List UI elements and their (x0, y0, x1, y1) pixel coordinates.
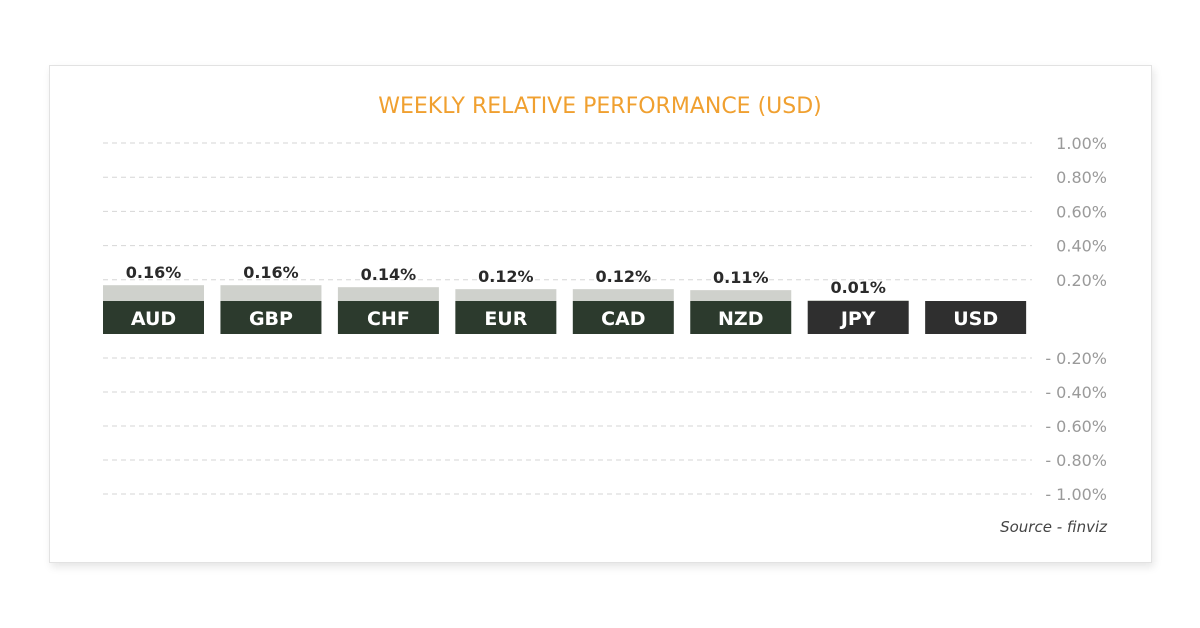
category-label-box (807, 301, 909, 334)
category-label-box (220, 301, 322, 334)
y-tick-label: - 1.00% (1045, 485, 1107, 504)
data-label: 0.14% (361, 265, 417, 284)
data-label: 0.12% (478, 267, 534, 286)
category-label-box (690, 301, 792, 334)
y-tick-label: 0.80% (1056, 168, 1107, 187)
value-bar (572, 289, 674, 301)
value-bar (690, 290, 792, 301)
y-tick-label: - 0.80% (1045, 451, 1107, 470)
data-label: 0.01% (830, 278, 886, 297)
category-label-box (455, 301, 557, 334)
chart-title: WEEKLY RELATIVE PERFORMANCE (USD) (378, 94, 822, 119)
category-label-box (337, 301, 439, 334)
y-tick-label: 0.60% (1056, 202, 1107, 221)
y-tick-label: 0.40% (1056, 237, 1107, 256)
data-label: 0.16% (243, 263, 299, 282)
category-label-box (925, 301, 1027, 334)
source-note: Source - finviz (1000, 518, 1108, 536)
data-label: 0.16% (126, 263, 182, 282)
category-label: JPY (839, 308, 876, 330)
y-tick-label: - 0.60% (1045, 417, 1107, 436)
y-tick-label: - 0.20% (1045, 349, 1107, 368)
value-bar (337, 287, 439, 301)
category-label: CHF (367, 308, 410, 330)
category-label-box (103, 301, 204, 334)
category-label-box (572, 301, 674, 334)
data-label: 0.12% (596, 267, 652, 286)
category-label: GBP (249, 308, 293, 330)
value-bar (220, 285, 322, 301)
y-tick-label: 0.20% (1056, 271, 1107, 290)
category-label: EUR (484, 308, 527, 330)
category-label: USD (953, 308, 998, 330)
value-bar (103, 285, 204, 301)
category-label: CAD (601, 308, 645, 330)
category-label: NZD (718, 308, 763, 330)
data-label: 0.11% (713, 268, 769, 287)
value-bar (455, 289, 557, 301)
category-label: AUD (131, 308, 176, 330)
y-tick-label: - 0.40% (1045, 383, 1107, 402)
y-tick-label: 1.00% (1056, 134, 1107, 153)
value-bar (807, 300, 909, 301)
